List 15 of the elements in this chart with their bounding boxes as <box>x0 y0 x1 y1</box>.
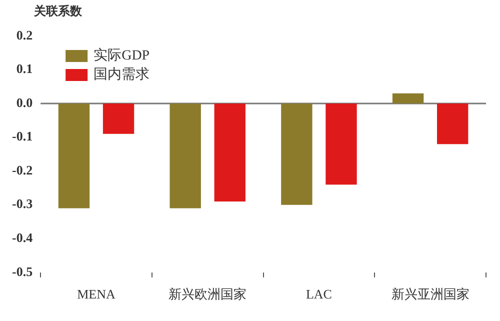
y-axis-title: 关联系数 <box>33 4 83 18</box>
x-tick-label: 新兴欧洲国家 <box>168 286 247 302</box>
x-tick-label: MENA <box>77 286 116 302</box>
x-tick-label: 新兴亚洲国家 <box>391 286 470 302</box>
y-tick-label: 0.0 <box>16 94 33 110</box>
legend-label: 国内需求 <box>94 66 150 83</box>
y-tick-label: 0.1 <box>16 61 33 76</box>
x-tick-label: LAC <box>306 286 332 302</box>
y-tick-label: 0.2 <box>16 27 33 42</box>
y-tick-label: -0.5 <box>12 264 34 279</box>
y-tick-label: -0.1 <box>12 128 33 144</box>
y-tick-label: -0.2 <box>12 162 33 178</box>
legend-label: 实际GDP <box>94 48 150 64</box>
y-tick-label: -0.3 <box>12 196 34 212</box>
y-tick-label: -0.4 <box>12 230 34 245</box>
